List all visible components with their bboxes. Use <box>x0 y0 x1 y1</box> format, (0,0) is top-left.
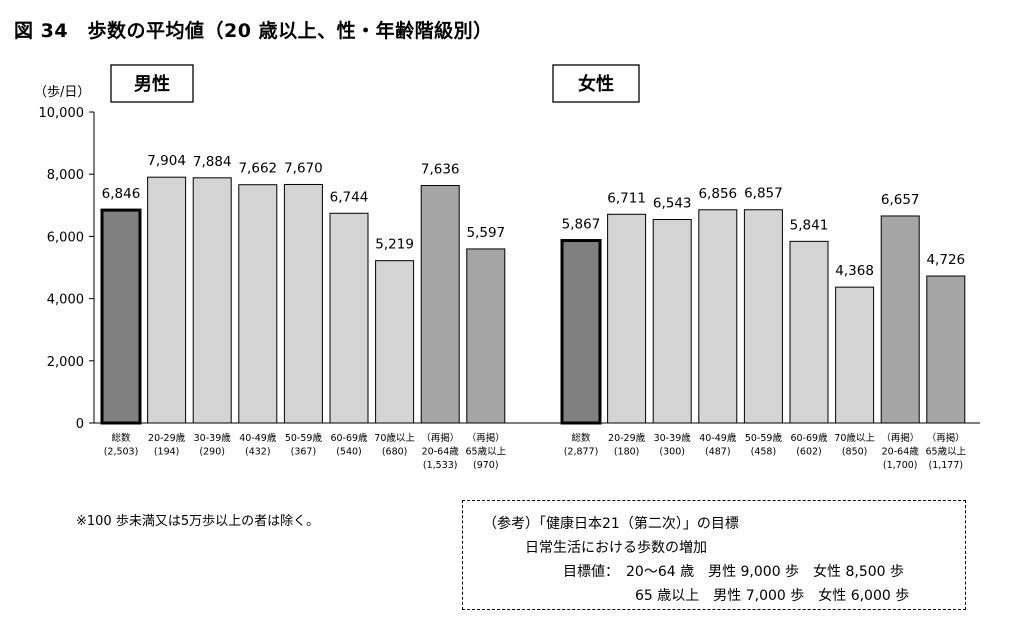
x-tick-label: (300) <box>659 447 685 458</box>
x-tick-label: (487) <box>705 447 731 458</box>
x-tick-label: 50-59歳 <box>285 432 323 444</box>
panel-title: 男性 <box>134 73 170 95</box>
footnote: ※100 歩未満又は5万歩以上の者は除く。 <box>76 514 320 529</box>
figure-title: 図 34 歩数の平均値（20 歳以上、性・年齢階級別） <box>14 20 493 42</box>
bar <box>192 177 232 424</box>
x-tick-label: 20-64歳 <box>882 446 920 458</box>
x-tick-label: 40-49歳 <box>699 432 737 444</box>
y-axis-label: （歩/日） <box>34 85 90 100</box>
x-tick-label: (194) <box>154 447 180 458</box>
bar <box>652 219 692 424</box>
bar <box>420 185 460 424</box>
x-tick-label: (540) <box>336 447 362 458</box>
x-tick-label: 65歳以上 <box>926 446 967 458</box>
data-label: 5,841 <box>790 217 829 233</box>
x-tick-label: 70歳以上 <box>374 432 415 444</box>
x-tick-label: （再掲） <box>467 432 505 444</box>
x-tick-label: 40-49歳 <box>239 432 277 444</box>
reference-box: （参考）「健康日本21（第二次）」の目標 日常生活における歩数の増加 目標値： … <box>462 500 966 610</box>
data-label: 4,368 <box>835 263 874 279</box>
bar <box>835 286 875 424</box>
panel-title: 女性 <box>578 73 614 95</box>
x-tick-label: (680) <box>382 447 408 458</box>
bar <box>607 213 647 424</box>
data-label: 7,904 <box>147 153 186 169</box>
x-tick-label: (1,533) <box>423 460 458 471</box>
y-tick-label: 6,000 <box>47 230 84 245</box>
data-label: 5,867 <box>562 217 601 233</box>
x-tick-label: (432) <box>245 447 271 458</box>
y-tick-label: 8,000 <box>47 168 84 183</box>
x-tick-label: 65歳以上 <box>466 446 507 458</box>
data-label: 7,662 <box>238 161 277 177</box>
data-label: 4,726 <box>926 252 965 268</box>
x-tick-label: (180) <box>614 447 640 458</box>
reference-line-2: 日常生活における歩数の増加 <box>525 540 707 556</box>
x-tick-label: （再掲） <box>421 432 459 444</box>
reference-line-4: 65 歳以上 男性 7,000 歩 女性 6,000 歩 <box>635 588 910 604</box>
data-label: 5,219 <box>375 237 414 253</box>
data-label: 5,597 <box>466 225 505 241</box>
data-label: 6,846 <box>102 186 141 202</box>
bar <box>147 176 187 424</box>
reference-line-1: （参考）「健康日本21（第二次）」の目標 <box>483 516 739 532</box>
bar <box>789 240 829 424</box>
data-label: 6,543 <box>653 196 692 212</box>
x-tick-label: (367) <box>291 447 317 458</box>
data-label: 7,884 <box>193 154 232 170</box>
bar <box>283 183 323 424</box>
data-label: 7,636 <box>421 162 460 178</box>
y-tick-label: 4,000 <box>47 293 84 308</box>
x-tick-label: 70歳以上 <box>834 432 875 444</box>
data-label: 6,856 <box>698 186 737 202</box>
bar <box>238 184 278 424</box>
x-tick-label: 60-69歳 <box>330 432 368 444</box>
data-label: 7,670 <box>284 160 323 176</box>
bar <box>698 209 738 424</box>
data-label: 6,857 <box>744 186 783 202</box>
x-tick-label: （再掲） <box>881 432 919 444</box>
panel-title-box <box>552 64 640 103</box>
x-tick-label: (1,700) <box>883 460 918 471</box>
data-label: 6,711 <box>607 190 646 206</box>
x-tick-label: (602) <box>796 447 822 458</box>
x-tick-label: (290) <box>199 447 225 458</box>
x-tick-label: 20-29歳 <box>608 432 646 444</box>
bar <box>926 275 966 424</box>
y-tick-label: 0 <box>76 417 84 432</box>
x-tick-label: 60-69歳 <box>790 432 828 444</box>
x-tick-label: 30-39歳 <box>654 432 692 444</box>
y-tick-label: 10,000 <box>39 106 85 121</box>
x-tick-label: (2,503) <box>104 447 139 458</box>
x-tick-label: (2,877) <box>564 447 599 458</box>
bar <box>560 239 602 425</box>
bar <box>329 212 369 424</box>
x-tick-label: (458) <box>751 447 777 458</box>
bar <box>375 260 415 424</box>
x-tick-label: (1,177) <box>928 460 963 471</box>
bar <box>743 209 783 424</box>
x-tick-label: 20-29歳 <box>148 432 186 444</box>
reference-line-3: 目標値： 20～64 歳 男性 9,000 歩 女性 8,500 歩 <box>563 564 905 580</box>
x-tick-label: (970) <box>473 460 499 471</box>
bar <box>466 248 506 424</box>
data-label: 6,744 <box>330 189 369 205</box>
x-tick-label: 総数 <box>111 432 131 444</box>
x-tick-label: 20-64歳 <box>422 446 460 458</box>
panel-title-box <box>110 64 194 103</box>
bar <box>880 215 920 424</box>
bar <box>100 208 142 425</box>
x-tick-label: 50-59歳 <box>745 432 783 444</box>
data-label: 6,657 <box>881 192 920 208</box>
x-tick-label: 総数 <box>571 432 591 444</box>
x-tick-label: （再掲） <box>927 432 965 444</box>
x-tick-label: 30-39歳 <box>194 432 232 444</box>
y-tick-label: 2,000 <box>47 355 84 370</box>
x-tick-label: (850) <box>842 447 868 458</box>
